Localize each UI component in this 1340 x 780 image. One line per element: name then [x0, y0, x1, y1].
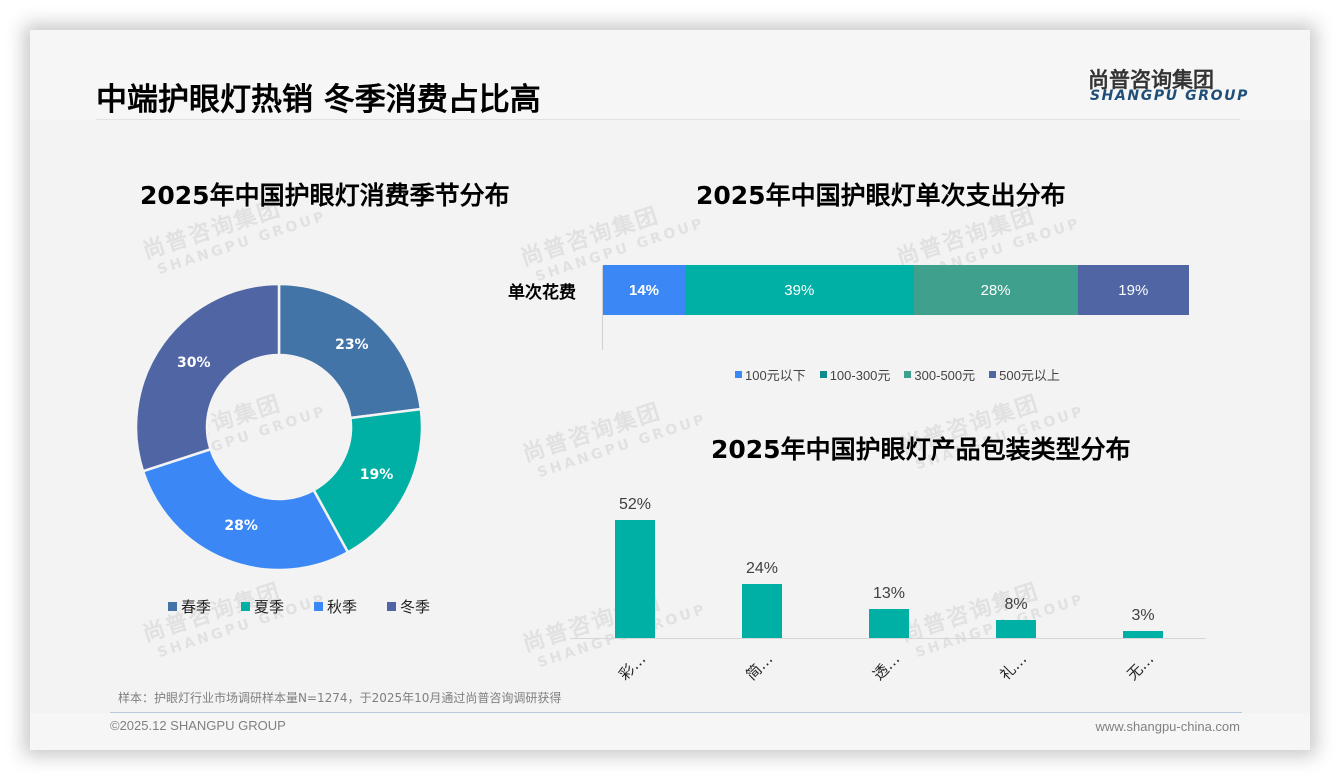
title-divider: [96, 119, 1240, 120]
donut-slice: [141, 447, 350, 572]
legend-item-winter: 冬季: [387, 596, 430, 617]
column-value-label: 3%: [1131, 607, 1155, 625]
legend-swatch: [735, 371, 742, 378]
legend-swatch: [387, 602, 397, 611]
column-category-label: 简…: [742, 649, 777, 684]
x-axis-line: [570, 638, 1206, 639]
watermark: 尚普咨询集团 SHANGPU GROUP: [519, 589, 709, 672]
column-bar: [869, 608, 909, 638]
footer-band: [30, 713, 1310, 750]
column-value-label: 13%: [872, 584, 906, 602]
legend-swatch: [168, 602, 177, 611]
column-category-label: 透…: [869, 649, 904, 684]
donut-slice-label: 30%: [177, 354, 211, 371]
donut-slice-label: 19%: [359, 466, 394, 483]
watermark: 尚普咨询集团 SHANGPU GROUP: [519, 399, 709, 482]
slide: 尚普咨询集团 SHANGPU GROUP 尚普咨询集团 SHANGPU GROUP …: [30, 30, 1310, 750]
header-band: [30, 30, 1310, 120]
legend-item-300-500: 300-500元: [904, 365, 975, 384]
logo-text-en: SHANGPU GROUP: [1090, 88, 1249, 104]
donut-slice-label: 23%: [335, 337, 369, 354]
segment-300-500: 28%: [913, 265, 1078, 315]
segment-under-100: 14%: [603, 265, 686, 315]
season-legend: 春季 夏季 秋季 冬季: [168, 596, 460, 617]
column-value-label: 24%: [745, 559, 779, 577]
legend-item-100-300: 100-300元: [819, 365, 890, 384]
stack-category-label: 单次花费: [508, 283, 576, 303]
column-value-label: 8%: [1004, 595, 1028, 613]
spend-legend: 100元以下 100-300元 300-500元 500元以上: [735, 365, 1074, 384]
footer-divider: [110, 712, 1242, 713]
legend-swatch: [904, 371, 912, 378]
column-category-label: 无…: [1123, 649, 1158, 684]
column-bar: [1123, 631, 1163, 638]
season-donut-chart: [134, 282, 424, 572]
spend-chart-title: 2025年中国护眼灯单次支出分布: [696, 181, 1066, 210]
category-axis: [602, 266, 603, 350]
donut-slice-label: 28%: [224, 517, 258, 534]
copyright: ©2025.12 SHANGPU GROUP: [110, 718, 286, 733]
legend-swatch: [819, 371, 827, 378]
segment-100-300: 39%: [685, 265, 914, 315]
column-bar: [742, 583, 782, 638]
column-category-label: 礼…: [996, 649, 1031, 684]
sample-note: 样本：护眼灯行业市场调研样本量N=1274，于2025年10月通过尚普咨询调研获…: [118, 691, 562, 705]
logo-text-cn: 尚普咨询集团: [1088, 68, 1214, 92]
legend-swatch: [989, 371, 997, 378]
spend-stacked-bar: 14% 39% 28% 19%: [603, 265, 1189, 315]
season-chart-title: 2025年中国护眼灯消费季节分布: [140, 181, 510, 210]
legend-item-under-100: 100元以下: [735, 365, 806, 384]
website-link[interactable]: www.shangpu-china.com: [1095, 719, 1240, 734]
donut-slice: [311, 407, 424, 555]
legend-swatch: [241, 602, 251, 611]
column-bar: [615, 520, 655, 638]
legend-swatch: [314, 602, 324, 611]
legend-item-autumn: 秋季: [314, 596, 357, 617]
legend-item-summer: 夏季: [241, 596, 284, 617]
donut-slice: [134, 282, 281, 473]
donut-slice: [277, 282, 423, 420]
column-category-label: 彩…: [615, 649, 650, 684]
legend-item-spring: 春季: [168, 596, 211, 617]
page-title: 中端护眼灯热销 冬季消费占比高: [96, 82, 541, 118]
column-value-label: 52%: [618, 496, 652, 513]
packaging-chart-title: 2025年中国护眼灯产品包装类型分布: [711, 435, 1131, 464]
column-bar: [996, 619, 1036, 638]
legend-item-over-500: 500元以上: [989, 365, 1060, 384]
segment-over-500: 19%: [1077, 265, 1189, 315]
